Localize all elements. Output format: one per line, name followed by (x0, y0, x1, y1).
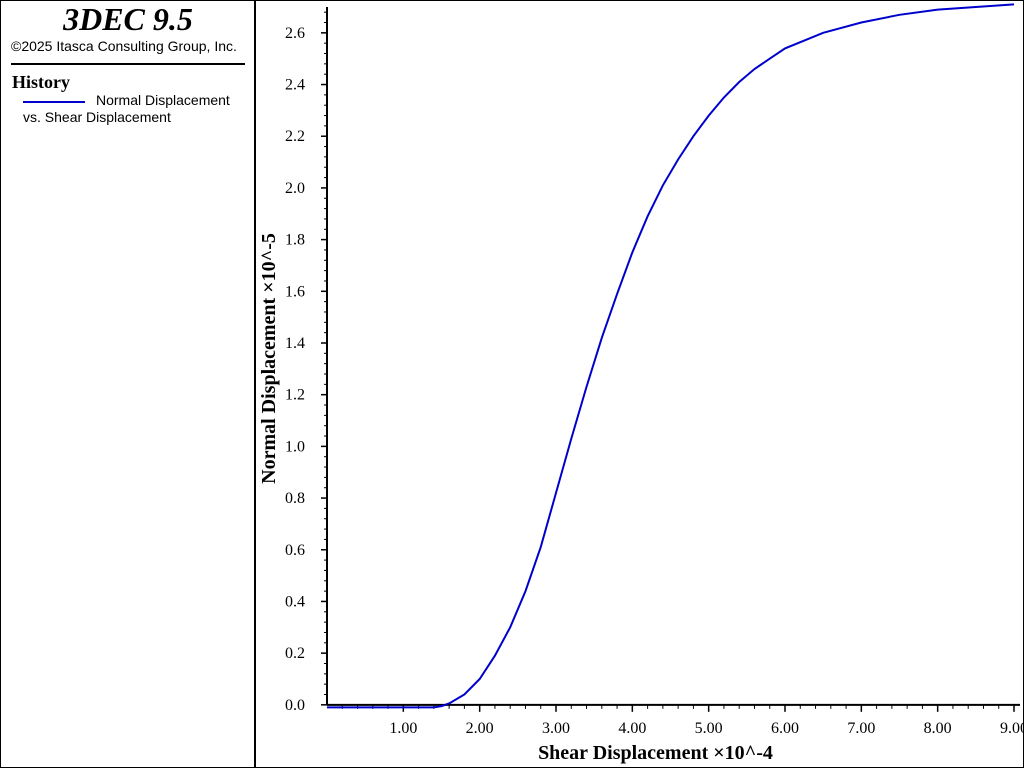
series-line-normal-vs-shear (327, 3, 1015, 709)
x-tick-label: 3.00 (542, 720, 570, 737)
y-tick-label: 0.4 (285, 593, 305, 610)
y-tick-label: 1.4 (285, 335, 305, 352)
x-tick-label: 4.00 (618, 720, 646, 737)
y-tick-label: 0.6 (285, 542, 305, 559)
legend-series-swatch (23, 101, 85, 103)
x-tick-label: 5.00 (695, 720, 723, 737)
x-tick-label: 1.00 (389, 720, 417, 737)
x-axis-title: Shear Displacement ×10^-4 (538, 742, 773, 764)
y-tick-label: 1.2 (285, 387, 305, 404)
legend-series-label-line1: Normal Displacement (96, 92, 230, 108)
x-tick-label: 7.00 (847, 720, 875, 737)
x-tick-label: 8.00 (924, 720, 952, 737)
y-axis-title: Normal Displacement ×10^-5 (258, 233, 280, 484)
y-tick-label: 2.4 (285, 77, 305, 94)
x-tick-label: 9.00 (1000, 720, 1024, 737)
legend-divider (11, 63, 245, 65)
x-tick-label: 2.00 (466, 720, 494, 737)
app-title: 3DEC 9.5 (63, 1, 193, 37)
x-tick-label: 6.00 (771, 720, 799, 737)
y-tick-label: 0.2 (285, 645, 305, 662)
y-tick-label: 1.6 (285, 283, 305, 300)
y-tick-label: 2.6 (285, 25, 305, 42)
y-tick-label: 0.8 (285, 490, 305, 507)
y-tick-label: 1.8 (285, 232, 305, 249)
chart-plot-area: 0.0 0.2 0.4 0.6 0.8 1.0 1.2 1.4 1.6 1.8 2.0 2.2 2.4 2… (258, 3, 1024, 764)
y-tick-label: 1.0 (285, 438, 305, 455)
legend-panel: 3DEC 9.5 ©2025 Itasca Consulting Group, … (0, 0, 256, 768)
y-tick-label: 2.2 (285, 128, 305, 145)
legend-series-label-line2: vs. Shear Displacement (23, 109, 171, 125)
y-tick-label: 0.0 (285, 697, 305, 714)
history-title: History (12, 72, 70, 92)
copyright-text: ©2025 Itasca Consulting Group, Inc. (11, 38, 237, 54)
y-tick-label: 2.0 (285, 180, 305, 197)
